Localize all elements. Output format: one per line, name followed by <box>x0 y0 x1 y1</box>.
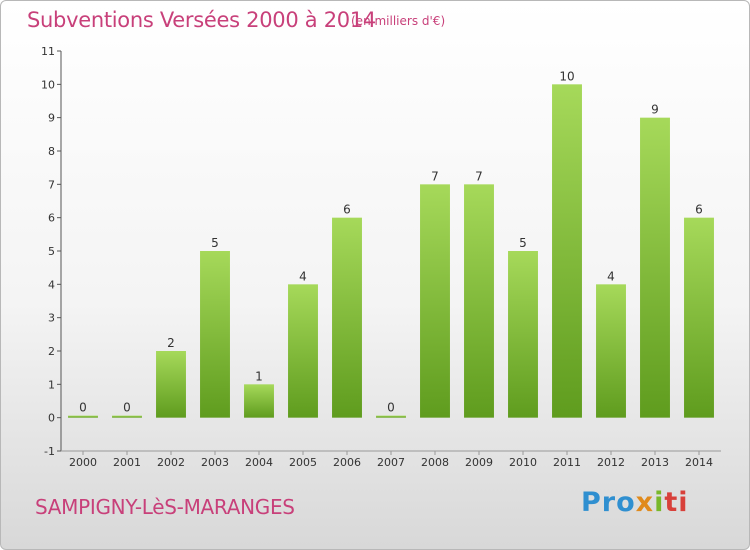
bar-value-label: 0 <box>123 401 131 415</box>
bar <box>244 384 274 418</box>
bar-value-label: 1 <box>255 369 263 383</box>
bar-value-label: 0 <box>79 401 87 415</box>
bar <box>376 415 406 418</box>
y-tick-label: -1 <box>44 445 55 458</box>
bar-value-label: 5 <box>211 236 219 250</box>
y-tick-label: 5 <box>48 245 55 258</box>
bar-value-label: 5 <box>519 236 527 250</box>
x-tick-label: 2002 <box>157 456 185 469</box>
y-tick-label: 0 <box>48 412 55 425</box>
bar <box>332 217 362 418</box>
x-tick-label: 2013 <box>641 456 669 469</box>
x-tick-label: 2012 <box>597 456 625 469</box>
labels-group: 0 2000 0 2001 2 2002 5 2003 1 2004 4 2005 6 2006 0 2007… <box>69 69 713 469</box>
bar-value-label: 0 <box>387 401 395 415</box>
chart-unit: (en milliers d'€) <box>351 14 446 28</box>
logo-part-2: x <box>635 487 655 518</box>
bar-value-label: 7 <box>431 169 439 183</box>
x-tick-label: 2000 <box>69 456 97 469</box>
x-tick-label: 2011 <box>553 456 581 469</box>
x-tick-label: 2014 <box>685 456 713 469</box>
x-tick-label: 2003 <box>201 456 229 469</box>
bar <box>156 351 186 418</box>
x-tick-label: 2007 <box>377 456 405 469</box>
x-tick-label: 2005 <box>289 456 317 469</box>
logo-part-3: i <box>654 487 665 518</box>
bar-value-label: 10 <box>559 69 574 83</box>
bar <box>684 217 714 418</box>
bar <box>552 84 582 418</box>
x-tick-label: 2008 <box>421 456 449 469</box>
y-tick-label: 3 <box>48 312 55 325</box>
bar-value-label: 2 <box>167 336 175 350</box>
bar <box>200 251 230 418</box>
bar <box>420 184 450 418</box>
x-tick-label: 2009 <box>465 456 493 469</box>
y-tick-label: 7 <box>48 178 55 191</box>
bar <box>288 284 318 418</box>
bar <box>596 284 626 418</box>
x-tick-label: 2006 <box>333 456 361 469</box>
y-tick-label: 9 <box>48 112 55 125</box>
y-tick-label: 6 <box>48 212 55 225</box>
bar <box>68 415 98 418</box>
y-tick-label: 11 <box>41 45 55 58</box>
bar-value-label: 9 <box>651 103 659 117</box>
commune-name: SAMPIGNY-LèS-MARANGES <box>35 495 295 519</box>
x-tick-label: 2001 <box>113 456 141 469</box>
bar-value-label: 6 <box>343 203 351 217</box>
chart-title: Subventions Versées 2000 à 2014 <box>27 8 376 32</box>
bar-value-label: 4 <box>299 269 307 283</box>
logo-part-4: ti <box>664 487 689 518</box>
y-tick-label: 4 <box>48 278 55 291</box>
bar <box>464 184 494 418</box>
x-tick-label: 2004 <box>245 456 273 469</box>
bar <box>112 415 142 418</box>
bar <box>508 251 538 418</box>
y-tick-label: 1 <box>48 378 55 391</box>
bar <box>640 117 670 418</box>
y-tick-label: 10 <box>41 78 55 91</box>
bars-group <box>68 84 714 418</box>
y-tick-label: 8 <box>48 145 55 158</box>
bar-value-label: 4 <box>607 269 615 283</box>
logo-part-1: Pro <box>581 487 636 518</box>
x-tick-label: 2010 <box>509 456 537 469</box>
bar-value-label: 6 <box>695 203 703 217</box>
y-tick-label: 2 <box>48 345 55 358</box>
proxiti-logo: Proxiti <box>581 487 689 518</box>
bar-value-label: 7 <box>475 169 483 183</box>
